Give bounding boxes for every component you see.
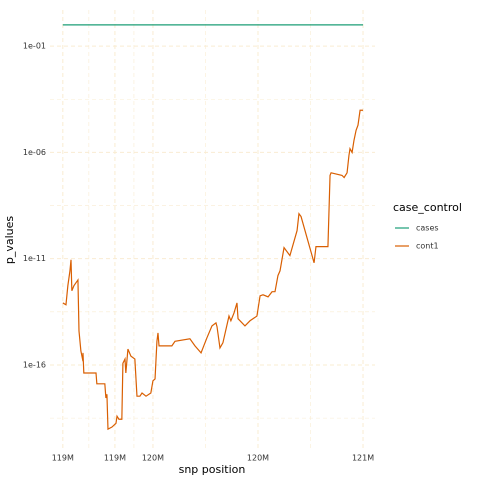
y-tick-label: 1e-01 [23,42,46,51]
x-tick-label: 119M [104,454,126,463]
legend-title: case_control [393,201,462,214]
grid [50,10,375,450]
marks [62,24,364,431]
series-line [62,109,364,431]
x-tick-label: 119M [52,454,74,463]
x-tick-label: 120M [247,454,269,463]
legend-label: cont1 [416,242,439,251]
x-axis-title: snp position [179,463,246,476]
x-tick-label: 120M [142,454,164,463]
y-axis-title: p_values [3,216,16,265]
y-tick-label: 1e-11 [23,254,46,263]
legend-label: cases [416,224,439,233]
y-tick-label: 1e-16 [23,360,46,369]
y-tick-label: 1e-06 [23,148,46,157]
x-tick-label: 121M [352,454,374,463]
